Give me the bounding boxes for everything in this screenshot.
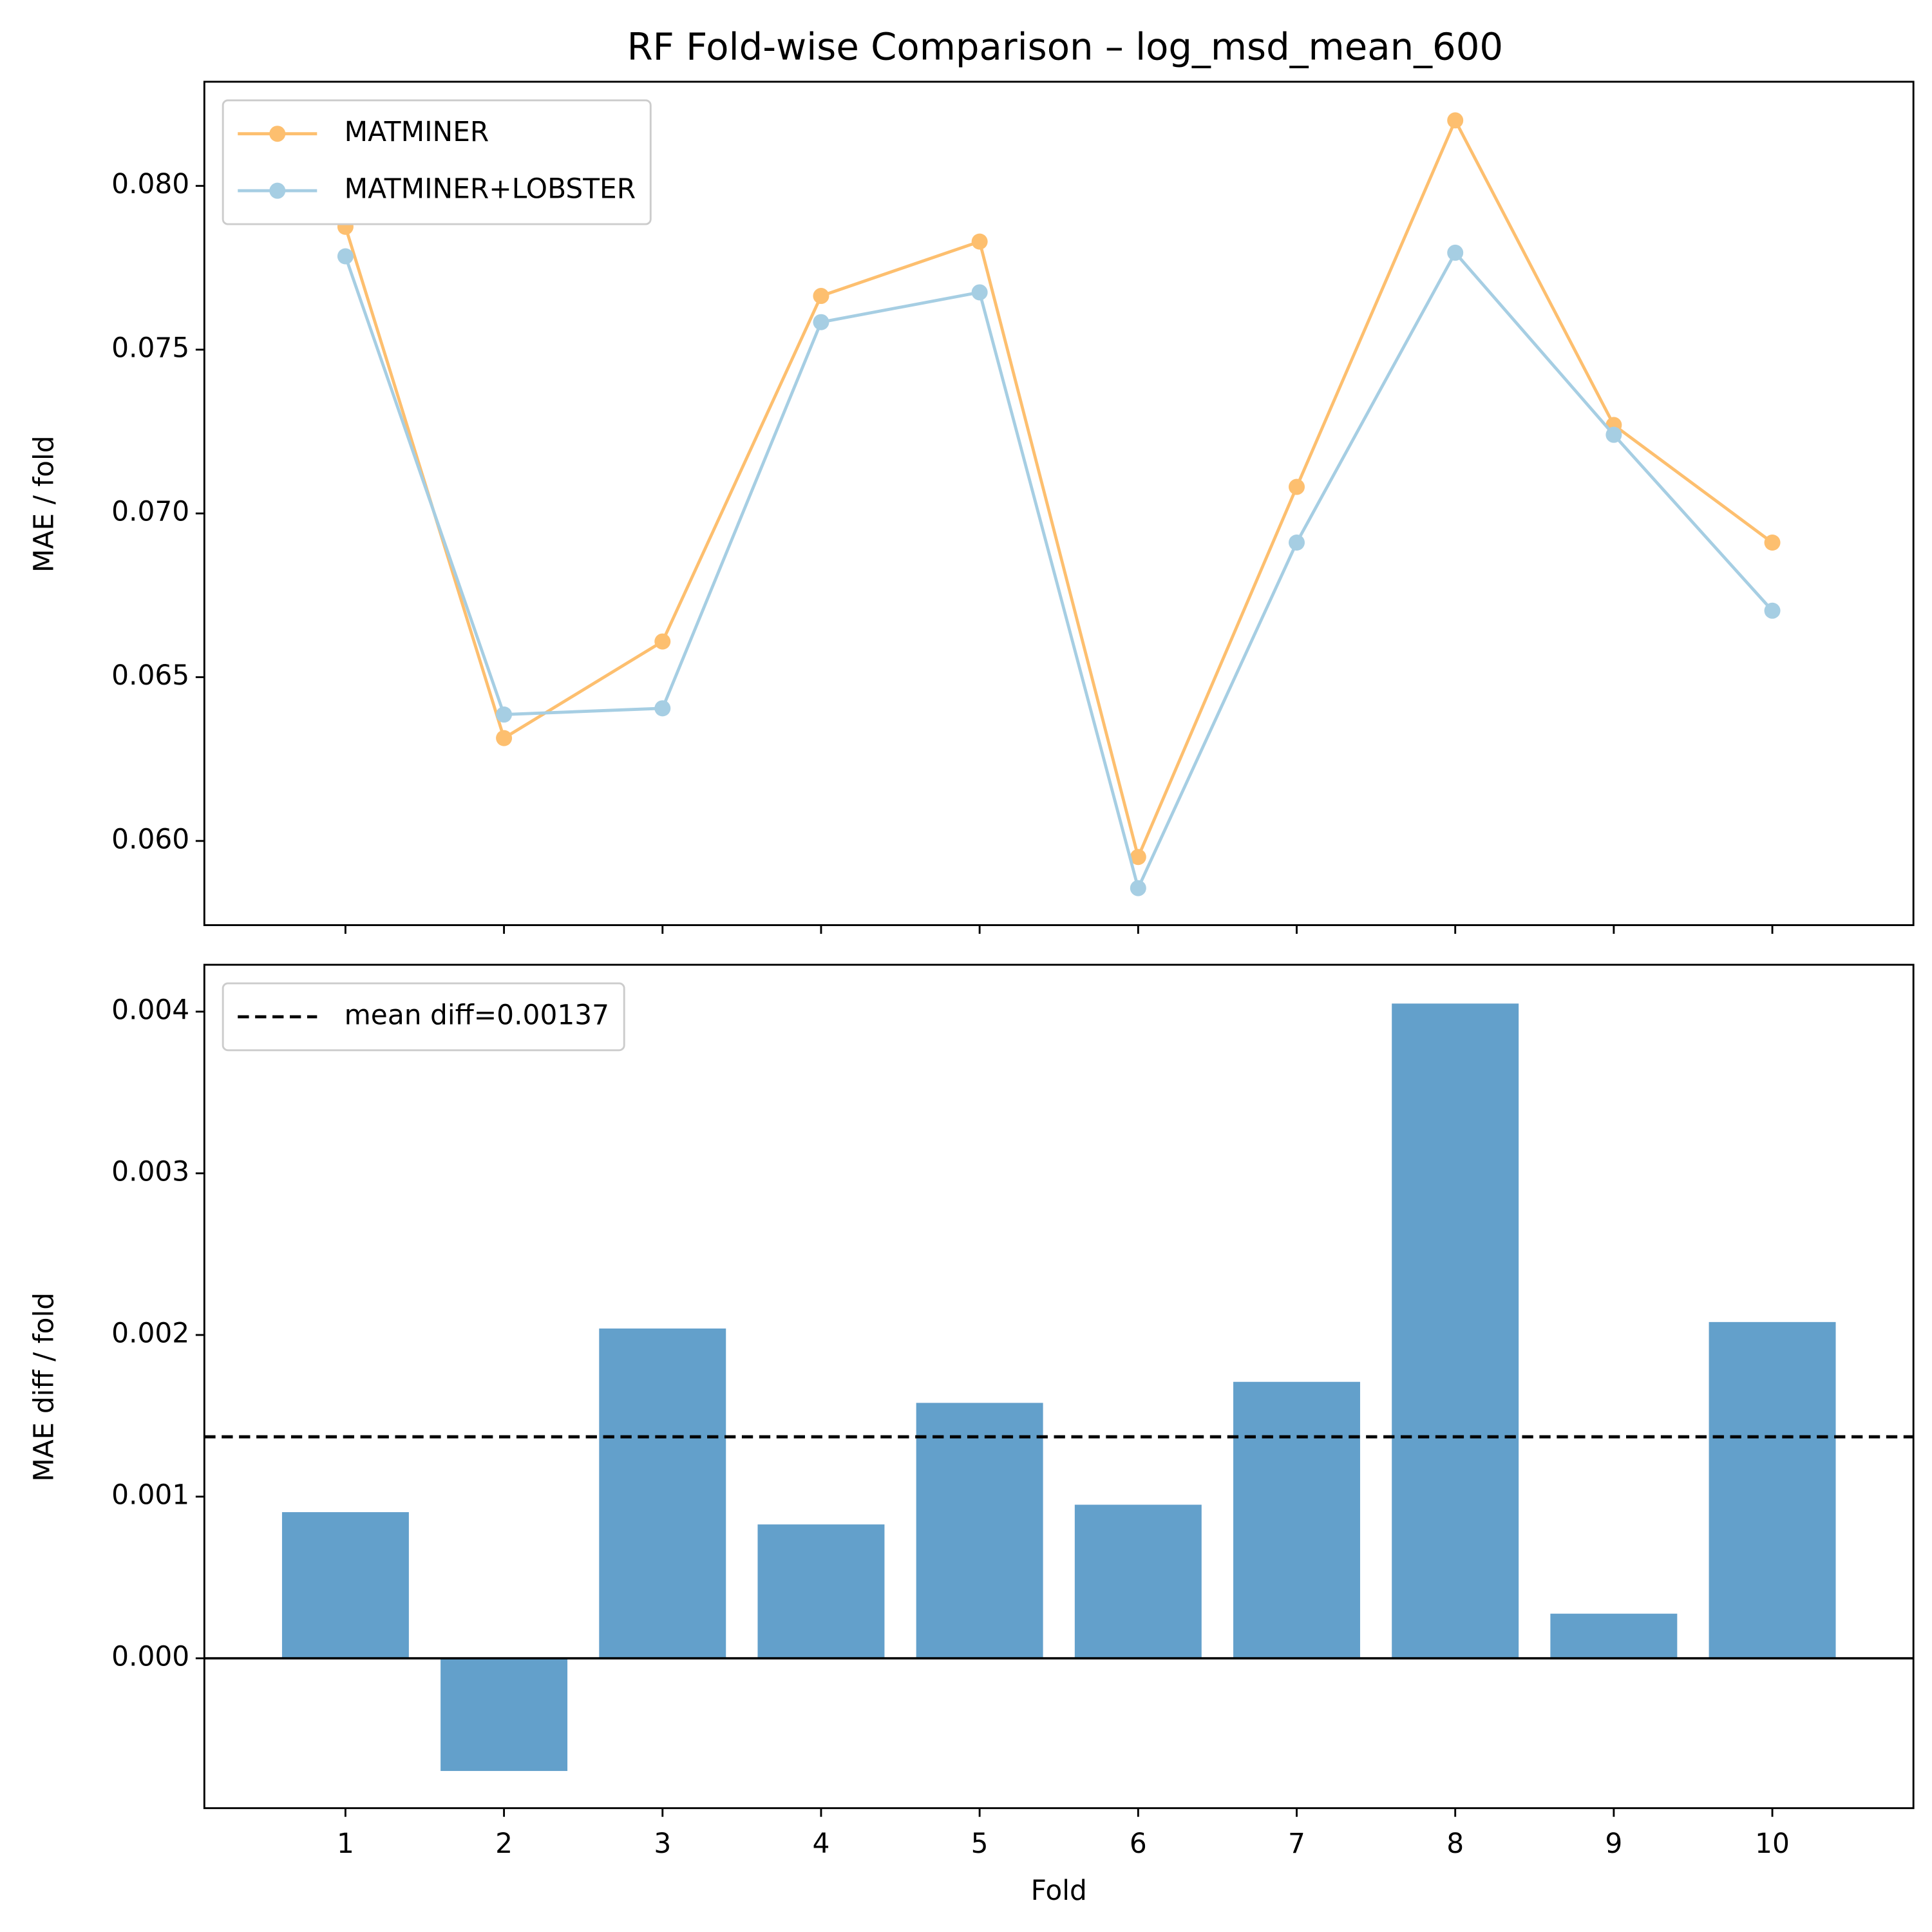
- y-tick-label: 0.080: [111, 168, 189, 200]
- x-tick-label: 10: [1755, 1828, 1790, 1859]
- y-axis-label: MAE diff / fold: [28, 1293, 60, 1482]
- bar: [599, 1328, 726, 1658]
- marker: [496, 706, 513, 723]
- bar: [1233, 1381, 1360, 1658]
- marker: [337, 248, 354, 265]
- y-tick-label: 0.070: [111, 496, 189, 527]
- bar: [757, 1524, 885, 1658]
- bar: [1392, 1003, 1519, 1658]
- y-tick-label: 0.004: [111, 994, 189, 1025]
- bar: [281, 1512, 409, 1658]
- plot-frame: [203, 963, 1915, 1810]
- legend-marker: [269, 182, 286, 199]
- x-tick-label: 3: [654, 1828, 671, 1859]
- x-tick-label: 6: [1130, 1828, 1147, 1859]
- y-tick-label: 0.075: [111, 332, 189, 363]
- legend-marker: [269, 126, 286, 142]
- x-tick-label: 1: [337, 1828, 354, 1859]
- marker: [1447, 112, 1464, 129]
- legend-label: mean diff=0.00137: [345, 999, 610, 1030]
- marker: [496, 730, 513, 746]
- series-line: [344, 250, 1774, 893]
- legend-label: MATMINER+LOBSTER: [345, 173, 636, 205]
- marker: [1764, 535, 1781, 551]
- marker: [971, 233, 988, 250]
- marker: [654, 700, 671, 717]
- marker: [654, 633, 671, 650]
- chart-title: RF Fold-wise Comparison – log_msd_mean_6…: [627, 25, 1504, 69]
- x-tick-label: 9: [1605, 1828, 1622, 1859]
- marker: [1764, 602, 1781, 619]
- x-tick-label: 5: [971, 1828, 989, 1859]
- y-tick-label: 0.065: [111, 659, 189, 691]
- legend-label: MATMINER: [345, 116, 489, 147]
- marker: [1289, 535, 1305, 551]
- bar: [1709, 1321, 1836, 1658]
- x-tick-label: 4: [812, 1828, 829, 1859]
- marker: [813, 314, 829, 330]
- marker: [813, 288, 829, 305]
- y-tick-label: 0.002: [111, 1317, 189, 1349]
- plot-frame: [203, 80, 1915, 926]
- marker: [1289, 478, 1305, 495]
- y-tick-label: 0.001: [111, 1479, 189, 1510]
- y-tick-label: 0.003: [111, 1155, 189, 1187]
- bar: [916, 1403, 1043, 1658]
- marker: [971, 284, 988, 301]
- x-tick-label: 2: [495, 1828, 513, 1859]
- marker: [1130, 880, 1146, 896]
- legend-box: [222, 982, 625, 1052]
- y-tick-label: 0.000: [111, 1640, 189, 1672]
- y-tick-label: 0.060: [111, 823, 189, 855]
- bar: [1074, 1504, 1202, 1658]
- marker: [1130, 849, 1146, 866]
- x-tick-label: 7: [1288, 1828, 1305, 1859]
- y-axis-label: MAE / fold: [28, 435, 60, 573]
- series-line: [344, 117, 1774, 862]
- marker: [1447, 244, 1464, 261]
- bar: [1550, 1613, 1678, 1658]
- x-axis-label: Fold: [1031, 1875, 1087, 1906]
- legend-box: [222, 99, 652, 225]
- bar: [440, 1658, 568, 1771]
- x-tick-label: 8: [1446, 1828, 1464, 1859]
- marker: [1605, 426, 1622, 443]
